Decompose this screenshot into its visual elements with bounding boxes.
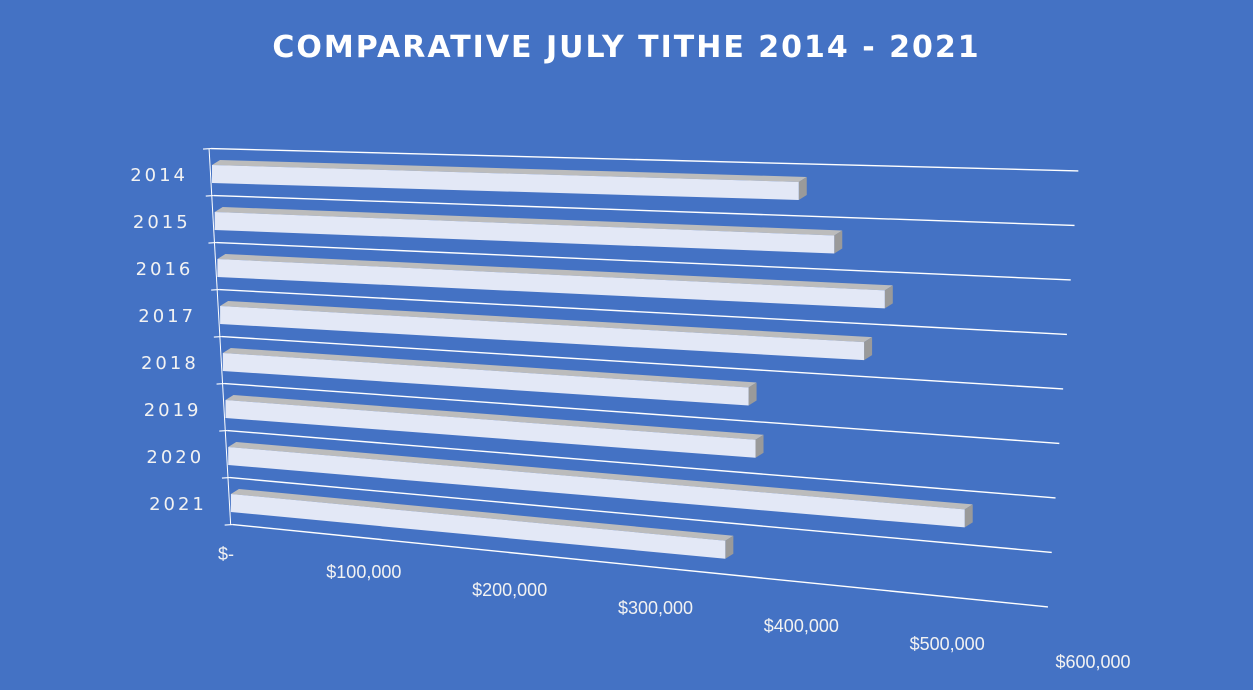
y-tick-label: 2018 bbox=[141, 353, 199, 374]
gridline bbox=[213, 194, 1075, 227]
gridline bbox=[211, 147, 1079, 172]
bar-2021 bbox=[230, 494, 726, 559]
gridline bbox=[227, 429, 1056, 499]
axis-tick bbox=[213, 335, 222, 338]
bar-2020 bbox=[228, 447, 965, 528]
x-tick-label: $600,000 bbox=[1055, 652, 1130, 672]
y-tick-label: 2015 bbox=[133, 212, 191, 233]
bar-2015 bbox=[214, 212, 835, 254]
bar-top-face bbox=[217, 254, 893, 291]
axis-tick bbox=[203, 147, 212, 150]
x-tick-label: $400,000 bbox=[764, 616, 839, 636]
bar-top-face bbox=[220, 301, 873, 343]
bar-2019 bbox=[225, 400, 756, 458]
bar-side-face bbox=[748, 382, 757, 406]
x-tick-label: $500,000 bbox=[910, 634, 985, 654]
bar-side-face bbox=[964, 504, 973, 528]
bar-2018 bbox=[222, 353, 749, 406]
bar-2017 bbox=[220, 306, 865, 361]
bar-side-face bbox=[755, 434, 764, 458]
gridline bbox=[232, 523, 1049, 608]
bar-2016 bbox=[217, 259, 885, 309]
bar-top-face bbox=[214, 207, 843, 236]
gridline bbox=[221, 335, 1064, 390]
bar-top-face bbox=[228, 442, 973, 510]
axis-tick bbox=[205, 194, 214, 197]
x-tick-label: $- bbox=[218, 544, 234, 564]
axis-tick bbox=[221, 476, 230, 479]
bar-top-face bbox=[225, 395, 764, 440]
gridline bbox=[224, 382, 1060, 445]
y-tick-label: 2014 bbox=[130, 165, 188, 186]
axis-tick bbox=[219, 429, 228, 432]
bar-side-face bbox=[798, 176, 807, 200]
axis-tick bbox=[211, 288, 220, 291]
y-tick-label: 2016 bbox=[136, 259, 194, 280]
axis-tick bbox=[216, 382, 225, 385]
bar-top-face bbox=[222, 348, 757, 388]
bar-side-face bbox=[884, 285, 893, 309]
y-tick-label: 2019 bbox=[144, 400, 202, 421]
axis-tick bbox=[224, 523, 233, 526]
gridline bbox=[216, 241, 1071, 281]
bar-2014 bbox=[212, 165, 799, 200]
x-tick-label: $200,000 bbox=[472, 580, 547, 600]
chart-title: COMPARATIVE JULY TITHE 2014 - 2021 bbox=[272, 30, 981, 65]
x-tick-label: $300,000 bbox=[618, 598, 693, 618]
y-axis-line bbox=[208, 148, 232, 525]
y-tick-label: 2017 bbox=[138, 306, 196, 327]
bar-side-face bbox=[834, 230, 843, 254]
bar-top-face bbox=[230, 489, 734, 541]
gridline bbox=[219, 288, 1067, 336]
axis-tick bbox=[208, 241, 217, 244]
bar-top-face bbox=[212, 160, 807, 182]
bar-side-face bbox=[725, 535, 734, 559]
y-tick-label: 2021 bbox=[149, 494, 207, 515]
x-tick-label: $100,000 bbox=[326, 562, 401, 582]
y-tick-label: 2020 bbox=[146, 447, 204, 468]
bar-side-face bbox=[864, 337, 873, 361]
gridline bbox=[229, 476, 1052, 554]
